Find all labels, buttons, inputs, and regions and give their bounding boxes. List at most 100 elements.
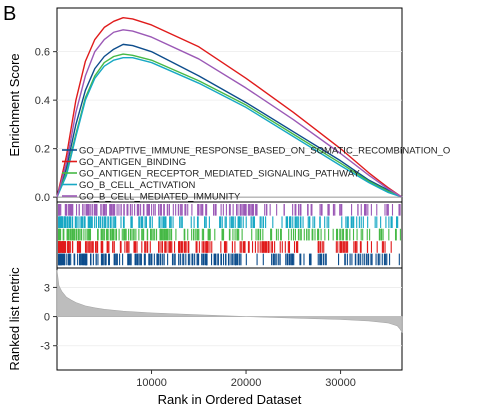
barcode-hit: [123, 204, 125, 216]
barcode-hit: [225, 204, 227, 216]
barcode-hit: [97, 253, 99, 266]
barcode-hit: [172, 253, 174, 266]
barcode-hit: [249, 204, 251, 216]
barcode-hit: [209, 241, 211, 253]
barcode-hit: [220, 241, 222, 253]
barcode-hit: [113, 216, 115, 228]
barcode-hit: [300, 228, 302, 241]
barcode-hit: [107, 228, 109, 241]
barcode-hit: [130, 216, 133, 228]
barcode-row: [58, 204, 401, 216]
barcode-hit: [364, 204, 367, 216]
barcode-row: [58, 216, 399, 228]
barcode-hit: [203, 228, 205, 241]
barcode-hit: [297, 216, 299, 228]
ranked-yticks: 3 0 -3: [40, 282, 57, 353]
barcode-hit: [113, 204, 115, 216]
barcode-hit: [79, 241, 81, 253]
barcode-hit: [381, 241, 383, 253]
barcode-hit: [118, 204, 120, 216]
barcode-hit: [164, 228, 166, 241]
barcode-hit: [181, 216, 183, 228]
barcode-hit: [165, 216, 167, 228]
barcode-hit: [84, 253, 86, 266]
barcode-hit: [166, 204, 168, 216]
barcode-hit: [397, 216, 399, 228]
barcode-hit: [344, 241, 346, 253]
barcode-hit: [318, 241, 320, 253]
barcode-hit: [244, 204, 246, 216]
barcode-hit: [338, 253, 340, 266]
barcode-hit: [213, 253, 215, 266]
barcode-hit: [84, 241, 87, 253]
barcode-hit: [223, 241, 226, 253]
barcode-hit: [377, 253, 379, 266]
barcode-hit: [384, 241, 386, 253]
barcode-hit: [168, 228, 170, 241]
barcode-hit: [60, 204, 62, 216]
es-ytick-label: 0.0: [35, 192, 50, 204]
barcode-hit: [198, 228, 200, 241]
barcode-hit: [283, 204, 285, 216]
barcode-row: [58, 228, 401, 241]
barcode-hit: [390, 241, 392, 253]
barcode-hit: [243, 241, 245, 253]
barcode-hit: [198, 241, 200, 253]
barcode-hit: [237, 216, 239, 228]
barcode-hit: [346, 216, 348, 228]
barcode-hit: [78, 241, 80, 253]
barcode-hit: [113, 241, 115, 253]
barcode-rows: [58, 204, 401, 266]
barcode-hit: [221, 228, 223, 241]
barcode-hit: [79, 241, 82, 253]
barcode-hit: [89, 216, 91, 228]
barcode-hit: [274, 241, 276, 253]
barcode-hit: [310, 253, 312, 266]
legend-label: GO_B_CELL_MEDIATED_IMMUNITY: [79, 192, 241, 203]
barcode-hit: [83, 216, 86, 228]
barcode-hit: [262, 241, 264, 253]
barcode-hit: [160, 204, 162, 216]
barcode-hit: [124, 241, 126, 253]
barcode-hit: [128, 228, 130, 241]
barcode-hit: [271, 241, 274, 253]
barcode-hit: [174, 253, 176, 266]
barcode-hit: [97, 228, 99, 241]
barcode-hit: [196, 241, 198, 253]
barcode-hit: [284, 241, 286, 253]
barcode-hit: [66, 228, 68, 241]
barcode-hit: [250, 216, 252, 228]
barcode-hit: [127, 253, 129, 266]
barcode-hit: [148, 204, 150, 216]
barcode-hit: [68, 253, 70, 266]
barcode-hit: [232, 216, 234, 228]
barcode-hit: [89, 204, 91, 216]
barcode-hit: [164, 241, 166, 253]
barcode-hit: [214, 228, 216, 241]
barcode-hit: [97, 228, 99, 241]
barcode-hit: [261, 241, 263, 253]
barcode-hit: [398, 204, 400, 216]
barcode-hit: [112, 228, 114, 241]
barcode-hit: [351, 204, 353, 216]
barcode-hit: [152, 228, 154, 241]
ranked-xtick-label: 10000: [136, 377, 167, 389]
barcode-hit: [120, 216, 122, 228]
barcode-hit: [81, 216, 83, 228]
barcode-hit: [320, 253, 322, 266]
barcode-hit: [181, 241, 183, 253]
barcode-hit: [72, 216, 74, 228]
barcode-hit: [342, 228, 345, 241]
barcode-hit: [238, 216, 240, 228]
barcode-hit: [264, 241, 266, 253]
barcode-hit: [69, 228, 71, 241]
barcode-hit: [285, 253, 287, 266]
barcode-hit: [344, 253, 346, 266]
barcode-hit: [311, 228, 313, 241]
barcode-hit: [92, 241, 94, 253]
barcode-hit: [357, 204, 359, 216]
barcode-hit: [234, 241, 236, 253]
barcode-hit: [84, 216, 86, 228]
barcode-hit: [79, 253, 81, 266]
barcode-hit: [317, 228, 319, 241]
